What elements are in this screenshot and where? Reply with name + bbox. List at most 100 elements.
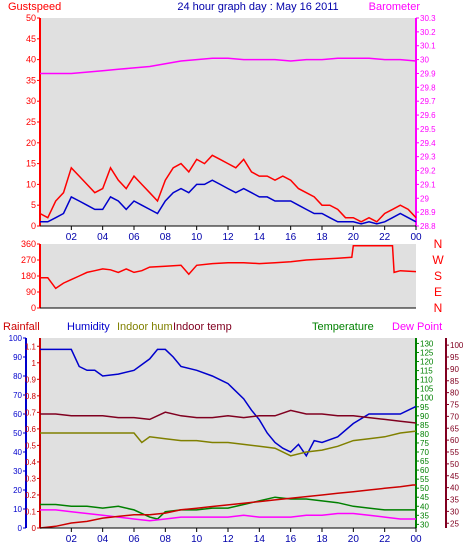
humidity-label: Humidity: [67, 321, 110, 333]
temp-y-tick-label: 110: [420, 376, 433, 385]
humidity-y-tick-label: 20: [13, 486, 22, 495]
upper-x-tick-label: 08: [160, 232, 172, 243]
lower-panel-series: [39, 348, 417, 529]
rain-y-tick-label: 0.4: [25, 458, 37, 467]
humidity-y-tick-label: 10: [13, 505, 22, 514]
baro-y-tick-label: 29.7: [420, 97, 436, 106]
rain-y-tick-label: 0.3: [25, 474, 37, 483]
baro-y-tick-label: 29.3: [420, 153, 436, 162]
series-indoor-temp-line: [40, 409, 417, 424]
lower-panel-axes: 010203040506070809010000.10.20.30.40.50.…: [9, 334, 464, 533]
temp-inner-tick-label: 25: [450, 519, 459, 528]
temp-inner-tick-label: 75: [450, 401, 459, 410]
baro-y-tick-label: 29.6: [420, 111, 436, 120]
series-humidity-line: [40, 348, 417, 458]
baro-y-tick-label: 30: [420, 56, 429, 65]
rain-y-tick-label: 1.1: [25, 342, 37, 351]
baro-y-tick-label: 29.9: [420, 69, 436, 78]
gustspeed-label: Gustspeed: [8, 1, 61, 13]
gust-y-tick-label: 35: [26, 75, 36, 85]
temp-y-tick-label: 60: [420, 466, 429, 475]
series-windspeed-line: [40, 179, 417, 225]
temp-inner-tick-label: 30: [450, 507, 459, 516]
upper-x-tick-label: 18: [316, 232, 328, 243]
dew-point-label: Dew Point: [392, 321, 442, 333]
upper-x-tick-label: 02: [66, 232, 78, 243]
temp-y-tick-label: 105: [420, 385, 434, 394]
humidity-y-tick-label: 30: [13, 467, 22, 476]
gust-y-tick-label: 45: [26, 34, 36, 44]
gust-y-tick-label: 15: [26, 159, 36, 169]
temp-y-tick-label: 40: [420, 502, 429, 511]
baro-y-tick-label: 29.1: [420, 180, 436, 189]
lower-x-tick-label: 18: [316, 534, 328, 545]
temp-inner-tick-label: 40: [450, 484, 459, 493]
humidity-y-tick-label: 0: [18, 524, 23, 533]
temp-y-tick-label: 90: [420, 412, 429, 421]
compass-label: S: [434, 269, 442, 283]
temp-inner-tick-label: 65: [450, 424, 459, 433]
direction-panel-background: [40, 244, 416, 308]
humidity-y-tick-label: 40: [13, 448, 22, 457]
direction-y-tick-label: 180: [21, 271, 36, 281]
baro-y-tick-label: 28.8: [420, 222, 436, 231]
temp-y-tick-label: 45: [420, 493, 429, 502]
temp-y-tick-label: 130: [420, 339, 434, 348]
rain-y-tick-label: 0.9: [25, 375, 37, 384]
direction-y-tick-label: 270: [21, 255, 36, 265]
temp-inner-tick-label: 100: [450, 341, 464, 350]
direction-y-tick-label: 360: [21, 239, 36, 249]
temp-y-tick-label: 30: [420, 520, 429, 529]
baro-y-tick-label: 28.9: [420, 208, 436, 217]
lower-x-tick-label: 08: [160, 534, 172, 545]
indoor-hum-label: Indoor hum: [117, 321, 173, 333]
temp-y-tick-label: 50: [420, 484, 429, 493]
temp-inner-tick-label: 90: [450, 365, 459, 374]
gust-y-tick-label: 0: [31, 221, 36, 231]
temp-inner-tick-label: 80: [450, 389, 459, 398]
series-dew-point-line: [40, 509, 416, 522]
temp-inner-tick-label: 45: [450, 472, 459, 481]
temp-y-tick-label: 35: [420, 511, 429, 520]
humidity-y-tick-label: 90: [13, 353, 22, 362]
upper-x-tick-label: 14: [254, 232, 266, 243]
lower-x-tick-label: 10: [191, 534, 203, 545]
temp-inner-tick-label: 50: [450, 460, 459, 469]
rain-y-tick-label: 0: [32, 524, 37, 533]
gust-y-tick-label: 5: [31, 200, 36, 210]
temp-inner-tick-label: 35: [450, 496, 459, 505]
direction-y-tick-label: 90: [26, 287, 36, 297]
temp-y-tick-label: 80: [420, 430, 429, 439]
compass-label: W: [432, 253, 444, 267]
temp-y-tick-label: 125: [420, 348, 434, 357]
humidity-y-tick-label: 70: [13, 391, 22, 400]
series-direction-line: [40, 245, 417, 290]
temp-y-tick-label: 100: [420, 394, 434, 403]
lower-x-tick-label: 12: [222, 534, 234, 545]
rain-y-tick-label: 0.2: [25, 491, 37, 500]
lower-x-tick-label: 20: [348, 534, 360, 545]
humidity-y-tick-label: 50: [13, 429, 22, 438]
temp-inner-tick-label: 55: [450, 448, 459, 457]
rain-y-tick-label: 1: [32, 359, 37, 368]
baro-y-tick-label: 29.2: [420, 167, 436, 176]
rain-y-tick-label: 0.8: [25, 392, 37, 401]
lower-x-tick-label: 06: [128, 534, 140, 545]
temp-y-tick-label: 115: [420, 367, 433, 376]
chart-title: 24 hour graph day : May 16 2011: [177, 1, 338, 13]
rain-y-tick-label: 0.1: [25, 507, 37, 516]
humidity-y-tick-label: 80: [13, 372, 22, 381]
direction-panel-series: [40, 245, 417, 290]
direction-panel-axes: 0 90 180 270 360: [21, 239, 416, 313]
barometer-label: Barometer: [369, 1, 421, 13]
series-gustspeed-line: [39, 154, 417, 223]
upper-panel-series: [39, 57, 417, 225]
lower-x-tick-label: 02: [66, 534, 78, 545]
baro-y-tick-label: 29.8: [420, 83, 436, 92]
series-temperature-line: [40, 496, 416, 520]
rain-y-tick-label: 0.7: [25, 408, 37, 417]
humidity-y-tick-label: 100: [9, 334, 23, 343]
gust-y-tick-label: 25: [26, 117, 36, 127]
